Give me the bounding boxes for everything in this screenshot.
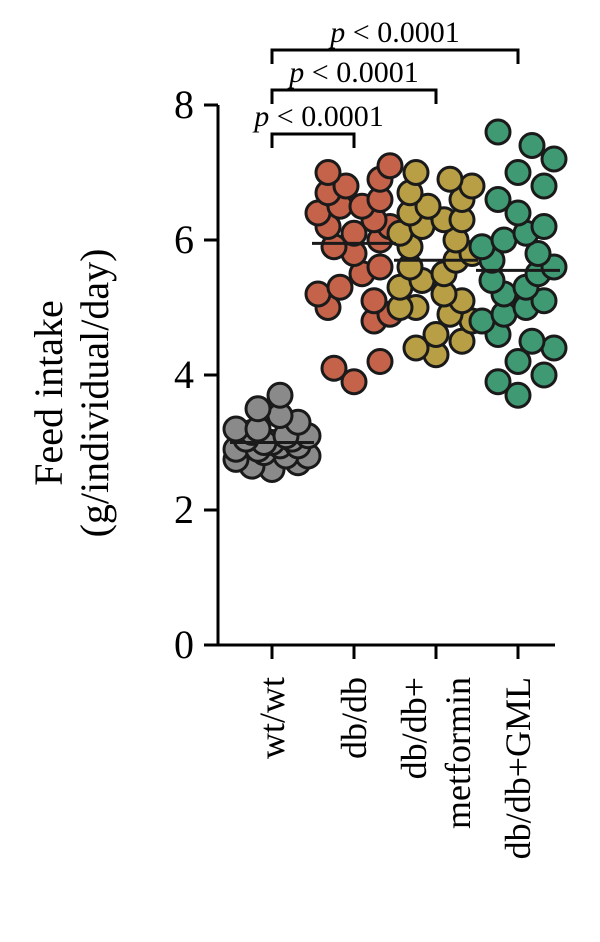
category-label: db/db+: [394, 677, 434, 779]
data-point: [266, 381, 294, 409]
bracket-line: [270, 48, 520, 64]
data-point: [436, 165, 464, 193]
data-point: [484, 186, 512, 213]
data-point: [490, 226, 518, 254]
data-point: [222, 415, 250, 443]
data-point: [304, 280, 332, 308]
data-point: [376, 152, 404, 180]
data-point: [504, 348, 532, 375]
data-point: [504, 381, 532, 409]
y-tick-label: 8: [174, 82, 194, 127]
group-points: [468, 118, 568, 409]
data-points: [222, 118, 568, 483]
data-point: [530, 213, 558, 240]
data-point: [458, 172, 486, 200]
data-point: [320, 354, 348, 382]
data-point: [340, 219, 368, 247]
bracket-line: [270, 88, 438, 104]
y-tick-label: 0: [174, 622, 194, 667]
data-point: [360, 287, 388, 315]
data-point: [540, 334, 568, 362]
data-point: [540, 145, 568, 173]
data-point: [332, 172, 360, 200]
data-point: [366, 253, 394, 281]
data-point: [504, 199, 532, 227]
data-point: [366, 348, 394, 375]
y-tick-label: 2: [174, 487, 194, 532]
y-axis-label: Feed intake (g/individual/day): [26, 249, 117, 538]
y-axis-label-line1: Feed intake: [26, 300, 71, 486]
data-point: [468, 233, 496, 261]
p-value-label: p < 0.0001: [287, 56, 418, 89]
group-points: [386, 159, 486, 369]
data-point: [484, 368, 512, 396]
significance-bracket: p < 0.0001: [252, 100, 384, 148]
data-point: [530, 361, 558, 389]
category-label: metformin: [438, 677, 478, 829]
x-axis-category-labels: wt/wt db/db db/db+ metformin db/db+GML: [252, 677, 538, 859]
y-axis-ticks: 0 2 4 6 8: [174, 82, 218, 667]
data-point: [244, 395, 272, 423]
data-point: [422, 321, 450, 348]
data-point: [518, 327, 546, 355]
category-label: wt/wt: [252, 677, 292, 759]
bracket-line: [270, 132, 356, 148]
category-label: db/db+GML: [498, 677, 538, 859]
p-value-label: p < 0.0001: [252, 100, 383, 133]
data-point: [326, 273, 354, 301]
y-axis-label-line2: (g/individual/day): [72, 249, 117, 538]
data-point: [314, 159, 342, 186]
significance-bracket: p < 0.0001: [270, 16, 520, 64]
data-point: [530, 172, 558, 200]
data-point: [402, 159, 430, 186]
significance-brackets: p < 0.0001 p < 0.0001 p < 0.0001: [252, 16, 520, 148]
p-value-label: p < 0.0001: [328, 16, 459, 49]
mean-lines: [230, 241, 560, 444]
data-point: [484, 118, 512, 146]
group-points: [304, 152, 404, 396]
y-tick-label: 4: [174, 352, 194, 397]
data-point: [518, 132, 546, 159]
data-point: [468, 307, 496, 335]
data-point: [340, 368, 368, 396]
data-point: [530, 287, 558, 315]
group-points: [222, 381, 322, 483]
data-point: [524, 240, 552, 267]
y-tick-label: 6: [174, 217, 194, 262]
category-label: db/db: [334, 677, 374, 759]
data-point: [504, 159, 532, 186]
data-point: [414, 192, 442, 220]
significance-bracket: p < 0.0001: [270, 56, 438, 104]
data-point: [402, 334, 430, 362]
